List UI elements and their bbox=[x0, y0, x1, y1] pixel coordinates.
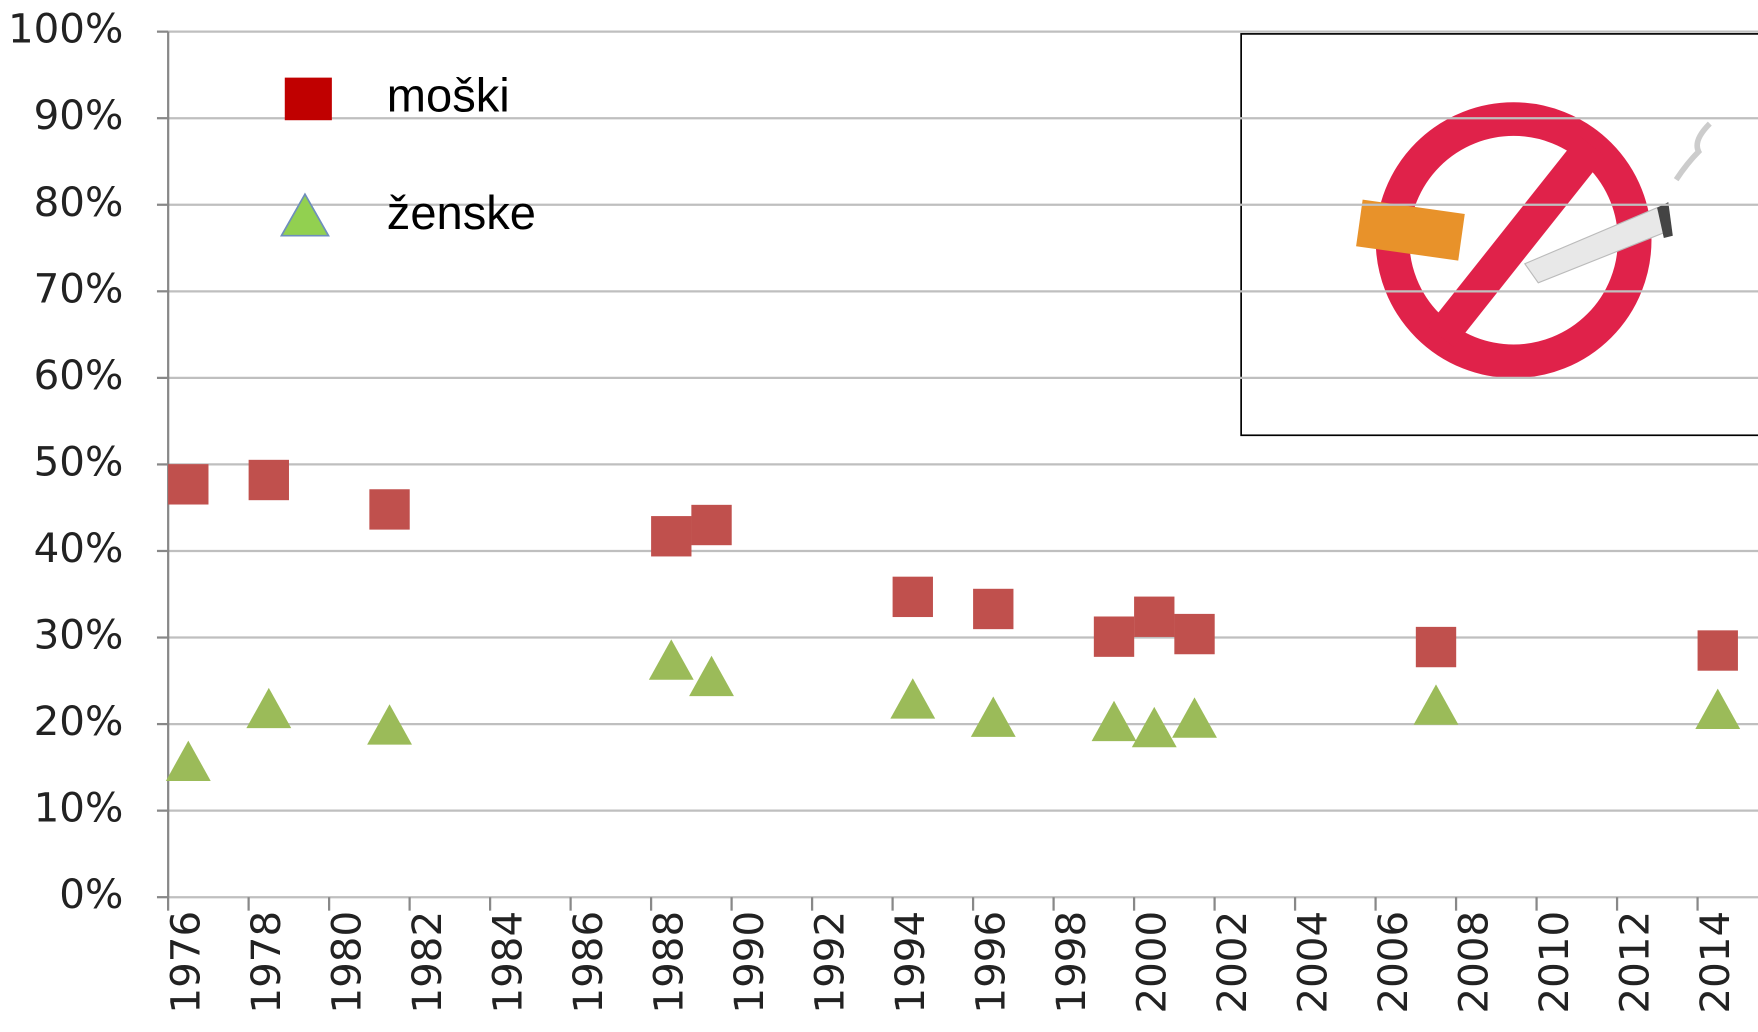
data-point bbox=[1134, 597, 1174, 637]
y-tick-label: 0% bbox=[59, 871, 123, 918]
y-tick-label: 80% bbox=[34, 179, 124, 226]
x-tick-label: 1990 bbox=[726, 911, 773, 1014]
y-tick-label: 20% bbox=[34, 698, 124, 745]
x-tick-label: 2002 bbox=[1209, 911, 1256, 1014]
data-point bbox=[369, 489, 409, 529]
data-point bbox=[1698, 630, 1738, 670]
data-point bbox=[973, 589, 1013, 629]
chart: 0% 10% 20% 30% 40% 50% 60% 70% 80% 90% 100% 1976 197… bbox=[0, 0, 1758, 1032]
legend-marker bbox=[285, 78, 332, 121]
data-point bbox=[689, 656, 734, 696]
data-point bbox=[971, 696, 1016, 736]
x-tick-label: 1982 bbox=[404, 911, 451, 1014]
data-point bbox=[246, 688, 291, 728]
data-point bbox=[1416, 627, 1456, 667]
y-tick-label: 60% bbox=[34, 352, 124, 399]
y-tick-label: 50% bbox=[34, 438, 124, 485]
data-point bbox=[1174, 614, 1214, 654]
x-tick-label: 1978 bbox=[243, 911, 290, 1014]
x-tick-label: 1998 bbox=[1048, 911, 1095, 1014]
data-point bbox=[166, 741, 211, 781]
data-point bbox=[1092, 701, 1137, 741]
data-point bbox=[1094, 616, 1134, 656]
data-point bbox=[1132, 707, 1177, 747]
data-point bbox=[651, 516, 691, 556]
legend-marker bbox=[281, 194, 328, 235]
x-tick-label: 2004 bbox=[1289, 911, 1336, 1014]
data-point bbox=[249, 460, 289, 500]
x-tick-label: 2000 bbox=[1128, 911, 1175, 1014]
data-point bbox=[649, 639, 694, 679]
y-tick-label: 100% bbox=[8, 6, 123, 53]
data-point bbox=[168, 464, 208, 504]
y-tick-label: 70% bbox=[34, 265, 124, 312]
y-tick-label: 40% bbox=[34, 525, 124, 572]
y-tick-label: 30% bbox=[34, 612, 124, 659]
y-tick-label: 10% bbox=[34, 785, 124, 832]
no-smoking-image bbox=[1241, 34, 1758, 435]
data-point bbox=[691, 505, 731, 545]
x-tick-label: 2006 bbox=[1370, 911, 1417, 1014]
x-tick-label: 1976 bbox=[162, 911, 209, 1014]
data-point bbox=[1172, 697, 1217, 737]
data-point bbox=[890, 678, 935, 718]
x-tick-label: 1986 bbox=[565, 911, 612, 1014]
x-tick-label: 1980 bbox=[323, 911, 370, 1014]
data-point bbox=[893, 577, 933, 617]
legend-label: moški bbox=[387, 68, 510, 121]
x-tick-label: 1988 bbox=[645, 911, 692, 1014]
data-point bbox=[1695, 689, 1740, 729]
x-tick-label: 2014 bbox=[1692, 911, 1739, 1014]
legend-label: ženske bbox=[387, 186, 536, 239]
x-tick-label: 1992 bbox=[806, 911, 853, 1014]
x-tick-label: 1996 bbox=[967, 911, 1014, 1014]
x-tick-label: 2012 bbox=[1611, 911, 1658, 1014]
y-tick-label: 90% bbox=[34, 92, 124, 139]
x-tick-label: 2010 bbox=[1531, 911, 1578, 1014]
data-point bbox=[1414, 684, 1459, 724]
x-tick-label: 2008 bbox=[1450, 911, 1497, 1014]
x-tick-label: 1984 bbox=[484, 911, 531, 1014]
x-tick-label: 1994 bbox=[887, 911, 934, 1014]
